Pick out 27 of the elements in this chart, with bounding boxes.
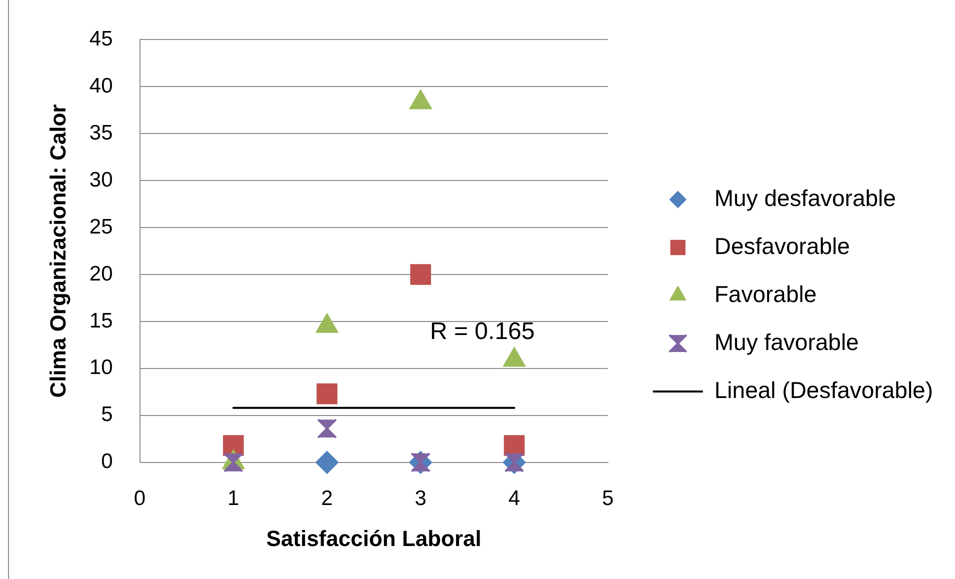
y-tick-label: 35 xyxy=(89,121,113,144)
legend-label: Desfavorable xyxy=(714,232,850,259)
x-tick-label: 2 xyxy=(321,486,333,510)
legend-label: Favorable xyxy=(714,280,817,307)
x-tick-label: 1 xyxy=(228,486,240,510)
legend-label: Lineal (Desfavorable) xyxy=(714,376,934,403)
y-tick-label: 0 xyxy=(101,450,113,474)
x-tick-label: 3 xyxy=(414,486,426,510)
y-tick-label: 40 xyxy=(89,74,113,98)
point xyxy=(316,450,339,474)
annotation: R = 0.165 xyxy=(430,318,535,347)
point xyxy=(409,90,432,110)
y-tick-label: 45 xyxy=(89,27,113,50)
y-tick-label: 30 xyxy=(89,168,113,192)
y-tick-label: 15 xyxy=(89,309,113,332)
legend-label: Muy favorable xyxy=(714,328,859,355)
y-tick-label: 20 xyxy=(89,262,113,286)
y-tick-label: 10 xyxy=(89,356,113,380)
y-tick-label: 25 xyxy=(89,215,113,238)
x-tick-label: 5 xyxy=(602,486,614,510)
x-tick-label: 4 xyxy=(508,486,520,510)
y-tick-label: 5 xyxy=(101,403,113,426)
point xyxy=(316,383,338,404)
x-tick-label: 0 xyxy=(134,486,146,510)
legend-label: Muy desfavorable xyxy=(714,184,896,211)
x-axis-title: Satisfacción Laboral xyxy=(266,526,482,551)
y-axis-title: Clima Organizacional: Calor xyxy=(45,104,70,398)
